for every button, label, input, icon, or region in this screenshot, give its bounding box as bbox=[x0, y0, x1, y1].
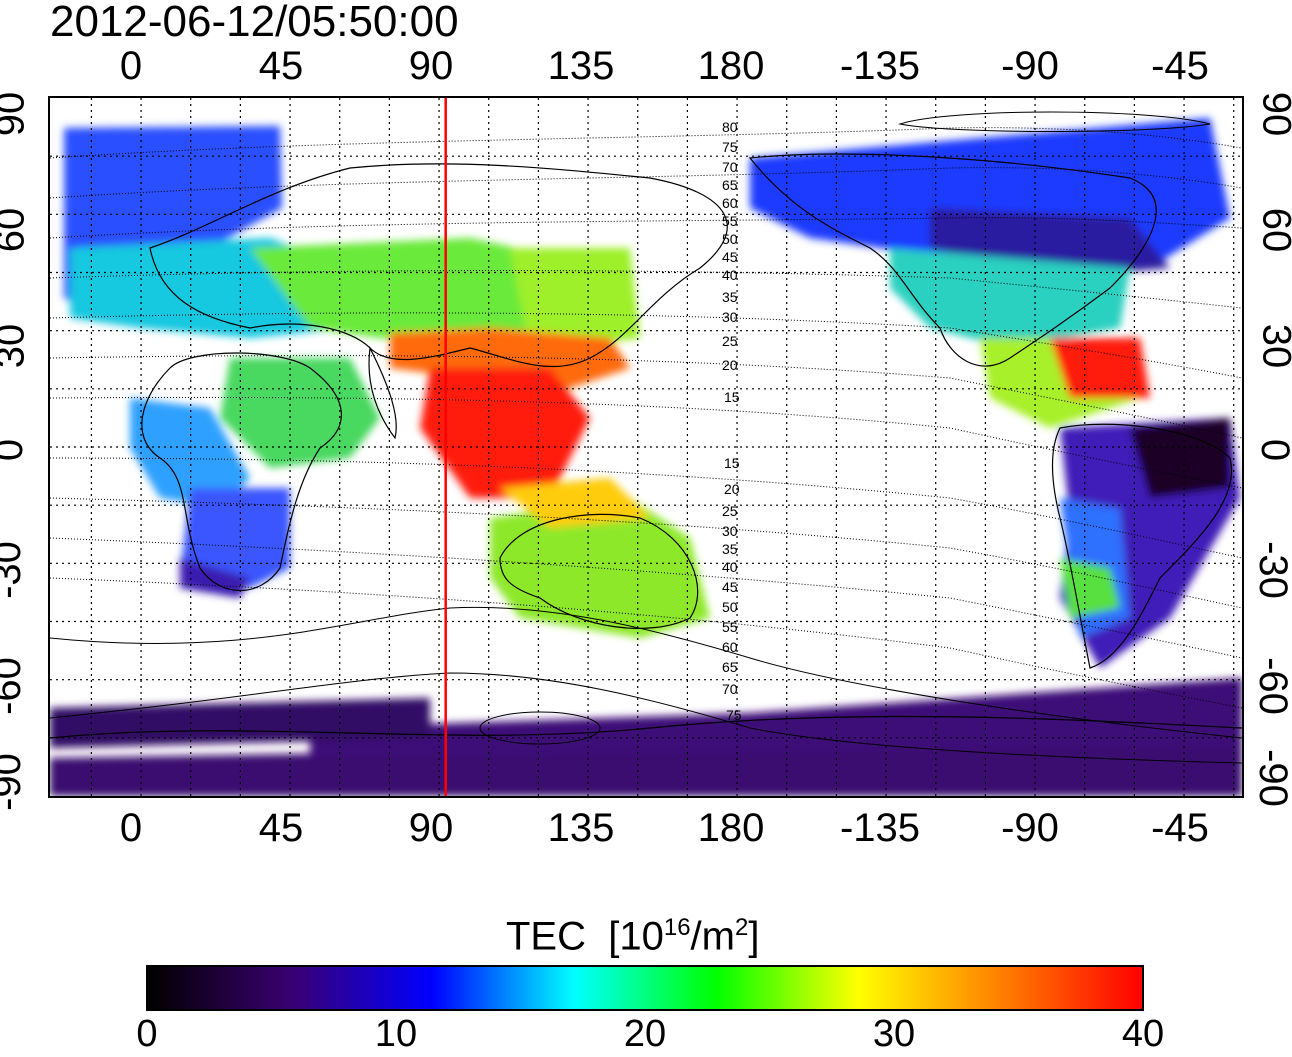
right-tick-m30: -30 bbox=[1250, 541, 1292, 599]
top-tick-m45: -45 bbox=[1151, 44, 1209, 88]
magnetic-latitude-contours bbox=[50, 111, 1242, 764]
colorbar-unit-exponent: 16 bbox=[663, 914, 691, 941]
timestamp: 2012-06-12/05:50:00 bbox=[50, 0, 459, 46]
patch-south-america-dark bbox=[1130, 418, 1230, 498]
coast-north-america bbox=[748, 153, 1157, 367]
coast-antarctica bbox=[50, 715, 1242, 739]
colorbar-unit-suffix: ] bbox=[748, 914, 760, 959]
tec-data-patches bbox=[50, 118, 1242, 796]
tec-map: 80 75 70 65 60 55 50 45 40 35 30 25 20 1… bbox=[48, 96, 1244, 798]
patch-antarctica bbox=[50, 738, 1242, 796]
contour-label-45: 45 bbox=[722, 249, 738, 265]
bottom-tick-45: 45 bbox=[258, 806, 304, 850]
patch-east-asia bbox=[510, 248, 640, 353]
contour-label-80: 80 bbox=[722, 119, 738, 135]
right-tick-30: 30 bbox=[1254, 323, 1292, 369]
contour-label-m50: 50 bbox=[722, 599, 738, 615]
bottom-tick-135: 135 bbox=[547, 806, 615, 850]
tec-map-svg bbox=[50, 98, 1242, 796]
right-tick-0: 0 bbox=[1253, 439, 1292, 461]
colorbar bbox=[146, 965, 1144, 1011]
contour-label-m75: 75 bbox=[726, 707, 742, 723]
contour-label-m55: 55 bbox=[722, 619, 738, 635]
colorbar-unit-prefix: [10 bbox=[608, 914, 664, 959]
top-tick-45: 45 bbox=[258, 44, 304, 88]
colorbar-tick-10: 10 bbox=[374, 1013, 418, 1055]
colorbar-tick-20: 20 bbox=[623, 1013, 667, 1055]
contour-label-65: 65 bbox=[722, 177, 738, 193]
left-tick-0: 0 bbox=[0, 439, 31, 461]
grid-lines bbox=[50, 98, 1242, 796]
bottom-tick-0: 0 bbox=[119, 806, 143, 850]
right-tick-m90: -90 bbox=[1250, 749, 1292, 807]
bottom-tick-180: 180 bbox=[697, 806, 765, 850]
patch-australia bbox=[490, 498, 710, 638]
top-tick-90: 90 bbox=[408, 44, 454, 88]
bottom-tick-m45: -45 bbox=[1151, 806, 1209, 850]
left-tick-m60: -60 bbox=[0, 657, 29, 715]
patch-south-africa-dark bbox=[180, 558, 250, 598]
right-tick-60: 60 bbox=[1254, 207, 1292, 253]
colorbar-unit-mid: /m bbox=[690, 914, 735, 959]
contour-label-m45: 45 bbox=[722, 579, 738, 595]
top-tick-0: 0 bbox=[119, 44, 143, 88]
left-tick-m30: -30 bbox=[0, 541, 29, 599]
contour-label-m40: 40 bbox=[722, 559, 738, 575]
patch-south-america-green bbox=[1060, 558, 1120, 618]
coastlines bbox=[50, 153, 1242, 739]
left-tick-m90: -90 bbox=[0, 753, 29, 811]
contour-label-20: 20 bbox=[722, 357, 738, 373]
bottom-tick-m135: -135 bbox=[839, 806, 921, 850]
coast-africa bbox=[141, 352, 342, 591]
coast-south-america bbox=[1051, 423, 1233, 669]
colorbar-tick-0: 0 bbox=[136, 1013, 158, 1055]
contour-label-m65: 65 bbox=[722, 659, 738, 675]
colorbar-quantity: TEC bbox=[506, 914, 586, 959]
top-tick-180: 180 bbox=[697, 44, 765, 88]
right-tick-m60: -60 bbox=[1250, 657, 1292, 715]
contour-label-m30: 30 bbox=[722, 523, 738, 539]
colorbar-unit-exponent-2: 2 bbox=[734, 914, 749, 941]
contour-label-50: 50 bbox=[722, 231, 738, 247]
patch-southeast-asia bbox=[420, 368, 590, 498]
left-tick-90: 90 bbox=[0, 91, 33, 137]
contour-label-70: 70 bbox=[722, 159, 738, 175]
contour-label-40: 40 bbox=[722, 267, 738, 283]
top-tick-m135: -135 bbox=[839, 44, 921, 88]
contour-label-15: 15 bbox=[724, 389, 740, 405]
contour-label-25: 25 bbox=[722, 333, 738, 349]
contour-label-35: 35 bbox=[722, 289, 738, 305]
contour-label-75: 75 bbox=[722, 139, 738, 155]
left-tick-30: 30 bbox=[0, 323, 33, 369]
left-tick-60: 60 bbox=[0, 207, 33, 253]
bottom-tick-90: 90 bbox=[408, 806, 454, 850]
patch-north-africa bbox=[220, 358, 380, 468]
contour-label-m25: 25 bbox=[722, 503, 738, 519]
contour-label-m15: 15 bbox=[724, 455, 740, 471]
patch-central-africa bbox=[130, 398, 250, 508]
coast-india bbox=[368, 345, 397, 440]
contour-label-m35: 35 bbox=[722, 541, 738, 557]
colorbar-tick-30: 30 bbox=[872, 1013, 916, 1055]
bottom-tick-m90: -90 bbox=[1001, 806, 1059, 850]
contour-label-m20: 20 bbox=[724, 481, 740, 497]
right-tick-90: 90 bbox=[1254, 91, 1292, 137]
patch-caribbean bbox=[1050, 338, 1150, 398]
contour-label-55: 55 bbox=[722, 213, 738, 229]
colorbar-title: TEC [1016/m2] bbox=[506, 906, 759, 958]
contour-label-m60: 60 bbox=[722, 639, 738, 655]
patch-australia-north bbox=[500, 478, 650, 528]
colorbar-tick-40: 40 bbox=[1121, 1013, 1165, 1055]
contour-label-30: 30 bbox=[722, 309, 738, 325]
coast-eurasia bbox=[149, 163, 728, 368]
coast-australia bbox=[499, 513, 699, 629]
top-tick-135: 135 bbox=[547, 44, 615, 88]
patch-antarctica-2 bbox=[310, 678, 1242, 758]
contour-label-m70: 70 bbox=[722, 681, 738, 697]
top-tick-m90: -90 bbox=[1001, 44, 1059, 88]
contour-label-60: 60 bbox=[722, 195, 738, 211]
